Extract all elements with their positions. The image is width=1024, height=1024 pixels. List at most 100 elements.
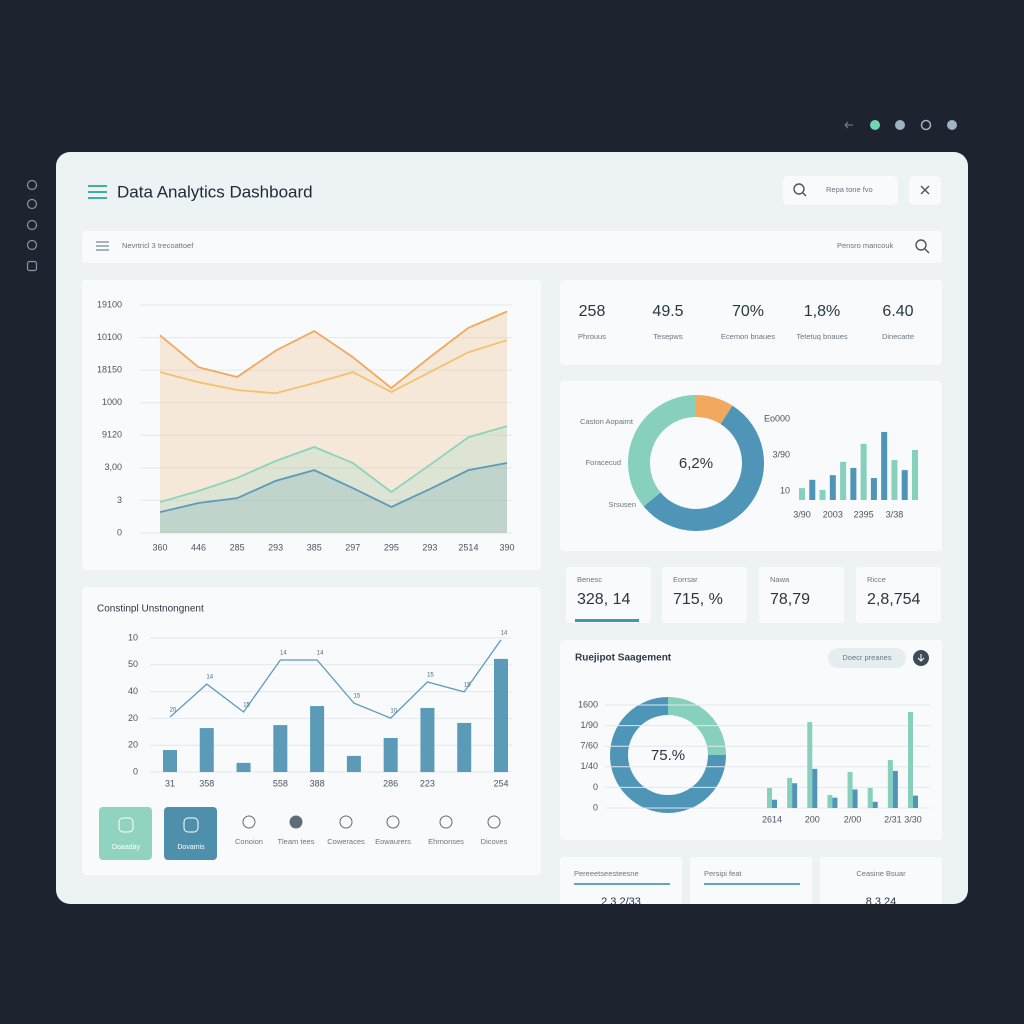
action-icon[interactable] [242, 815, 256, 829]
y-tick-label: 3 [117, 495, 122, 505]
line [159, 310, 508, 390]
y-tick-label: 0 [593, 802, 598, 812]
x-tick-label: 358 [199, 778, 214, 788]
point-label: 15 [354, 694, 361, 700]
kpi-value: 2,8,754 [867, 591, 920, 608]
point-label: 20 [170, 708, 177, 714]
action-icon [183, 817, 199, 833]
toolbar-search [924, 248, 930, 254]
bar [912, 449, 918, 500]
bar [860, 443, 867, 500]
bottom-card [690, 857, 812, 904]
kpi-value: 49.5 [652, 303, 683, 320]
bar [310, 706, 325, 772]
bottom-card-title: Persipi feat [704, 869, 742, 878]
kpi-label: Tetetuq bnaues [796, 332, 848, 341]
side-icon[interactable] [26, 260, 38, 272]
action-label: Dovamis [177, 844, 205, 851]
bar [457, 722, 472, 772]
bar [163, 750, 177, 772]
dot[interactable] [895, 120, 905, 130]
back-icon[interactable] [844, 121, 853, 129]
y-tick-label: 1/90 [580, 720, 598, 730]
y-tick-label: 0 [117, 527, 122, 537]
donut-label: Srsusen [608, 500, 636, 509]
kpi-card [566, 567, 651, 623]
side-icons [26, 179, 38, 272]
close-icon [920, 185, 930, 195]
y-tick-label: 3,00 [104, 462, 122, 472]
action-icon[interactable] [439, 815, 453, 829]
bar [913, 795, 918, 808]
bar [346, 755, 361, 772]
dot[interactable] [870, 120, 880, 130]
dot[interactable] [920, 119, 932, 131]
panel-title: Ruejipot Saagement [575, 653, 672, 664]
bar [829, 475, 836, 500]
bar [420, 707, 435, 772]
dot[interactable] [947, 120, 957, 130]
bar [767, 788, 772, 808]
x-tick-label: 285 [230, 542, 245, 552]
action-icon[interactable] [339, 815, 353, 829]
panel-button[interactable] [828, 648, 906, 668]
bar [494, 658, 508, 772]
side-icon[interactable] [26, 179, 38, 191]
kpi-value: 70% [732, 303, 764, 320]
bar [891, 460, 898, 500]
action-label: Conoion [235, 837, 263, 846]
bottom-card-value: 2 3 2/33 [601, 896, 641, 908]
action-label: Dicoves [481, 837, 508, 846]
bar [881, 431, 888, 500]
panel [82, 280, 541, 570]
toolbar-search[interactable] [915, 239, 927, 251]
bar [908, 712, 913, 808]
kpi-value: 328, 14 [577, 591, 630, 608]
action-icon[interactable] [487, 815, 501, 829]
action-icon [118, 817, 134, 833]
donut-segment [628, 395, 697, 507]
bar [847, 771, 853, 808]
y-tick-label: 1600 [578, 699, 598, 709]
x-tick-label: 390 [499, 542, 514, 552]
panel-title: Constinpl Unstnongnent [97, 604, 204, 615]
x-tick-label: 3/90 [793, 509, 811, 519]
action-label: Eowaurers [375, 837, 411, 846]
y-tick-label: 1000 [102, 397, 122, 407]
x-tick-label: 385 [307, 542, 322, 552]
toolbar-menu[interactable] [96, 241, 109, 251]
action-icon[interactable] [386, 815, 400, 829]
side-icon[interactable] [26, 219, 38, 231]
toolbar [82, 231, 942, 263]
x-tick-label: 293 [268, 542, 283, 552]
bar [840, 461, 847, 500]
bar [787, 777, 793, 808]
y-tick-label: 20 [128, 740, 138, 750]
toolbar-text: Nevrtricl 3 trecoattoef [122, 241, 194, 250]
point-label: 15 [427, 673, 434, 679]
side-icon[interactable] [26, 239, 38, 251]
kpi-label: Ecemon bnaues [721, 332, 775, 341]
donut-label: Caston Aopaimt [580, 417, 634, 426]
bar [199, 728, 214, 772]
search-icon [793, 183, 805, 195]
search-box[interactable] [783, 176, 898, 205]
toolbar-text: Pensro mancouk [837, 241, 894, 250]
action-button[interactable] [164, 807, 217, 860]
y-tick-label: 7/60 [580, 741, 598, 751]
side-icon[interactable] [26, 198, 38, 210]
kpi-label: Eorrsar [673, 575, 698, 584]
kpi-value: 1,8% [804, 303, 840, 320]
point-label: 15 [464, 682, 471, 688]
menu-icon[interactable] [88, 185, 107, 199]
action-icon[interactable] [289, 815, 303, 829]
bar [872, 801, 878, 808]
panel [560, 280, 942, 365]
bottom-card-value: 8 3 24 [866, 896, 897, 908]
kpi-value: 715, % [673, 591, 723, 608]
y-tick-label: 10 [780, 485, 790, 495]
panel-button-label: Doecr preanes [842, 653, 891, 662]
kpi-card [662, 567, 747, 623]
kpi-label: Dinecarte [882, 332, 914, 341]
action-button[interactable] [99, 807, 152, 860]
